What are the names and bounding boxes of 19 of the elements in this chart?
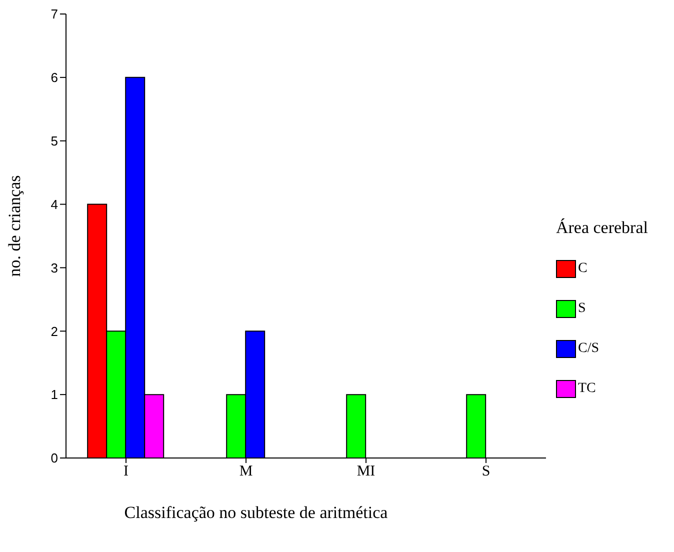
y-axis-title: no. de crianças bbox=[5, 175, 24, 277]
y-tick-label: 5 bbox=[50, 133, 58, 148]
x-tick-label: MI bbox=[356, 464, 376, 480]
x-axis-title: Classificação no subteste de aritmética bbox=[124, 503, 388, 522]
y-tick-label: 2 bbox=[50, 324, 58, 339]
legend-label: C/S bbox=[576, 340, 600, 358]
x-tick-label: M bbox=[239, 464, 253, 480]
legend-label: C bbox=[576, 260, 588, 278]
legend-label: S bbox=[576, 300, 587, 318]
y-tick-label: 3 bbox=[50, 260, 58, 276]
legend-label: TC bbox=[576, 380, 597, 398]
x-tick-label: S bbox=[482, 464, 490, 480]
y-tick-label: 0 bbox=[50, 450, 58, 466]
y-tick-label: 7 bbox=[50, 6, 58, 22]
x-tick-label: I bbox=[124, 464, 128, 480]
y-tick-label: 4 bbox=[50, 196, 58, 212]
legend-title: Área cerebral bbox=[556, 218, 648, 238]
y-tick-label: 1 bbox=[50, 387, 58, 402]
y-tick-label: 6 bbox=[50, 70, 58, 86]
